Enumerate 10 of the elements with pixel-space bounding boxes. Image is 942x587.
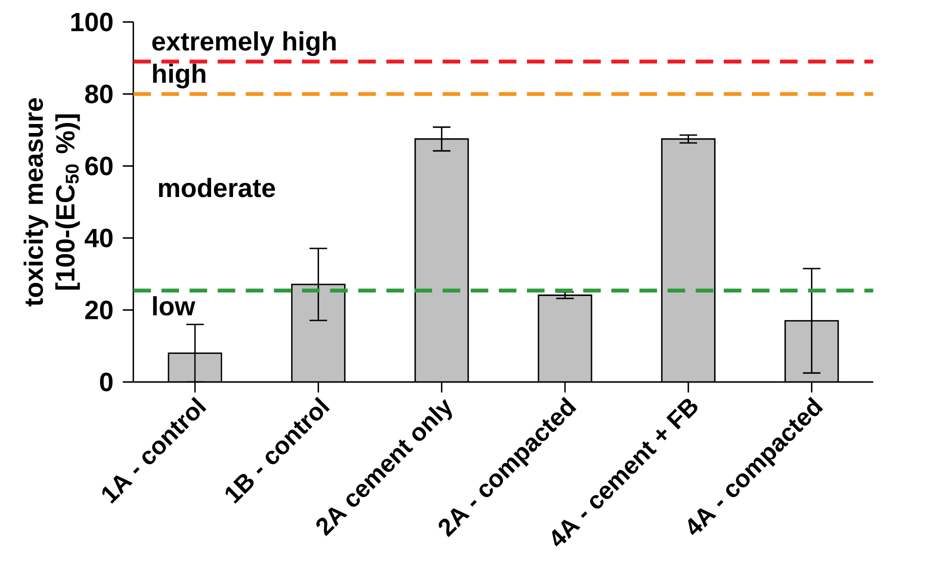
ref-line-label: high	[153, 64, 206, 88]
y-tick-label: 60	[85, 156, 113, 176]
y-tick-label: 0	[100, 372, 113, 392]
ref-line-label: extremely high	[152, 31, 336, 56]
annotation: moderate	[159, 178, 276, 198]
y-tick-label: 40	[84, 228, 113, 248]
y-tick-label: 20	[85, 300, 113, 320]
ref-line-label: low	[153, 296, 196, 316]
y-tick-label: 100	[71, 12, 113, 32]
y-tick-label: 80	[85, 84, 113, 104]
